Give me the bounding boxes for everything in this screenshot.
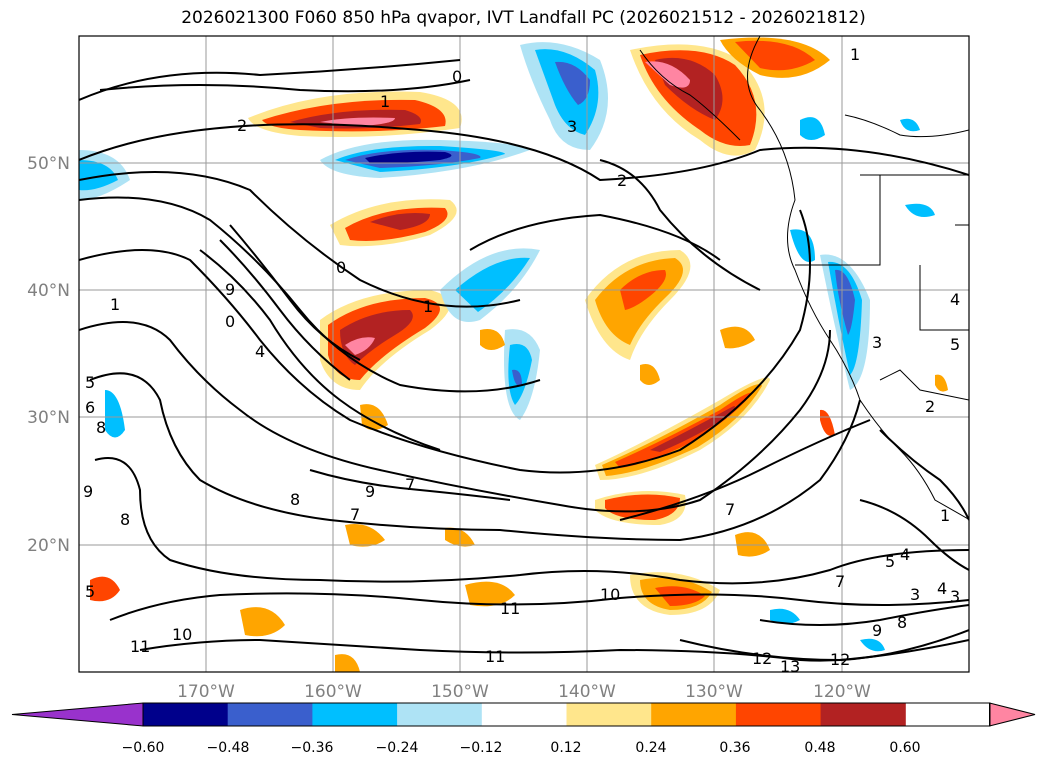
contour-label: 3 [567,117,577,136]
colorbar-tick-label: 0.24 [635,740,666,756]
colorbar: −0.60 −0.48 −0.36 −0.24 −0.12 0.12 0.24 … [11,702,1036,756]
lat-label: 40°N [27,281,70,301]
contour-label: 3 [950,587,960,606]
colorbar-segment [735,703,822,726]
contour-label: 4 [900,545,910,564]
colorbar-segment [481,703,567,726]
colorbar-tick-label: 0.60 [889,740,920,756]
colorbar-extend-min [11,702,144,727]
contour-label: 11 [500,599,520,618]
contour-label: 7 [350,505,360,524]
lon-label: 150°W [431,682,489,702]
lon-label: 160°W [304,682,362,702]
contour-label: 1 [423,297,433,316]
lon-label: 120°W [813,682,871,702]
contour-label: 5 [950,335,960,354]
contour-label: 0 [452,67,462,86]
colorbar-segment [397,703,483,726]
contour-label: 7 [725,500,735,519]
contour-label: 10 [600,585,620,604]
colorbar-frame [142,702,991,727]
contour-label: 12 [752,649,772,668]
colorbar-segment [820,703,906,726]
contour-label: 1 [110,295,120,314]
contour-label: 1 [850,45,860,64]
colorbar-extend-max [989,702,1036,727]
lon-label: 130°W [685,682,743,702]
colorbar-tick-label: −0.36 [291,740,334,756]
colorbar-tick-label: 0.48 [804,740,835,756]
contour-label: 8 [96,418,106,437]
contour-label: 2 [617,171,627,190]
contour-label: 8 [897,613,907,632]
ivt-contours [79,59,969,662]
colorbar-segment [143,703,229,726]
contour-label: 5 [885,552,895,571]
lat-label: 20°N [27,536,70,556]
colorbar-tick-label: 0.12 [550,740,581,756]
contour-label: 12 [830,650,850,669]
contour-label: 0 [225,312,235,331]
contour-labels: 0 1 2 3 2 1 1 1 0 9 0 4 7 5 6 8 9 8 9 8 … [83,45,960,676]
contour-label: 8 [290,490,300,509]
colorbar-tick-label: −0.12 [460,740,503,756]
colorbar-segment [227,703,313,726]
colorbar-tick-label: −0.60 [122,740,165,756]
colorbar-segment [651,703,737,726]
contour-label: 13 [780,657,800,676]
contour-label: 0 [336,258,346,277]
contour-label: 4 [950,290,960,309]
lon-labels: 170°W 160°W 150°W 140°W 130°W 120°W [177,682,871,702]
contour-label: 11 [485,647,505,666]
contour-label: 11 [130,637,150,656]
contour-label: 6 [85,398,95,417]
contour-label: 5 [85,582,95,601]
contour-label: 10 [172,625,192,644]
lat-label: 30°N [27,408,70,428]
contour-label: 9 [365,482,375,501]
contour-label: 9 [872,621,882,640]
colorbar-tick-label: −0.24 [376,740,419,756]
contour-label: 3 [910,585,920,604]
contour-label: 4 [255,342,265,361]
contour-label: 2 [925,397,935,416]
contour-label: 8 [120,510,130,529]
colorbar-tick-label: −0.48 [207,740,250,756]
contour-label: 7 [835,572,845,591]
contour-label: 3 [872,333,882,352]
colorbar-tick-label: 0.36 [719,740,750,756]
colorbar-segment [566,703,652,726]
contour-label: 7 [405,475,415,494]
lat-labels: 50°N 40°N 30°N 20°N [27,154,70,556]
contour-label: 5 [85,373,95,392]
contour-label: 9 [225,280,235,299]
map-title: 2026021300 F060 850 hPa qvapor, IVT Land… [181,8,866,28]
contour-label: 1 [940,506,950,525]
map-frame [78,35,970,673]
graticule [79,36,969,672]
contour-label: 9 [83,482,93,501]
contour-label: 4 [937,579,947,598]
lat-label: 50°N [27,154,70,174]
contour-label: 1 [380,92,390,111]
contour-label: 2 [237,116,247,135]
anomaly-shading [79,37,948,672]
colorbar-segment [312,703,398,726]
colorbar-tick-labels: −0.60 −0.48 −0.36 −0.24 −0.12 0.12 0.24 … [122,740,921,756]
lon-label: 140°W [558,682,616,702]
lon-label: 170°W [177,682,235,702]
